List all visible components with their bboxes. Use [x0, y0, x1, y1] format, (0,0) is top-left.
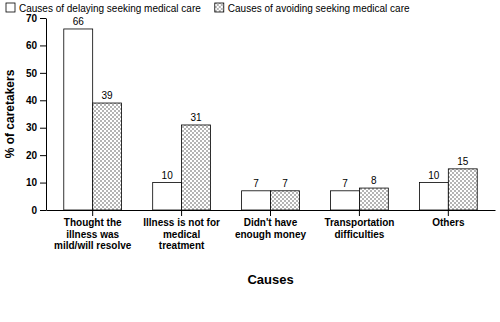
y-tick: 70: [26, 13, 46, 24]
y-tick-mark: [40, 128, 46, 129]
y-axis: 0 10 20 30 40 50 60 70: [26, 13, 47, 216]
x-tick-mark: [181, 210, 182, 216]
tick-label-line: difficulties: [334, 229, 384, 240]
data-label: 39: [102, 90, 114, 101]
bar: [93, 103, 122, 210]
y-tick: 50: [26, 68, 46, 79]
y-tick-label: 0: [31, 205, 37, 216]
tick-label-line: Others: [432, 217, 465, 228]
data-label: 10: [428, 170, 440, 181]
y-tick-label: 70: [26, 13, 38, 24]
tick-label-line: mild/will resolve: [54, 240, 132, 251]
bar: [182, 125, 211, 210]
legend-item: Causes of delaying seeking medical care: [6, 3, 201, 14]
data-label: 10: [162, 170, 174, 181]
y-axis-title: % of caretakers: [3, 69, 17, 158]
tick-label-line: Thought the: [64, 217, 122, 228]
x-tick: Didn't haveenough money: [235, 210, 307, 240]
y-tick-mark: [40, 155, 46, 156]
y-axis-line: [46, 19, 47, 211]
bar: [271, 191, 300, 210]
y-tick: 30: [26, 122, 46, 133]
x-tick-label: Didn't haveenough money: [235, 217, 307, 240]
legend-label: Causes of delaying seeking medical care: [19, 3, 201, 14]
x-tick-label: Others: [432, 217, 465, 228]
bar: [64, 29, 93, 210]
bars: [64, 29, 477, 210]
x-tick: Transportationdifficulties: [324, 210, 394, 240]
y-tick-label: 40: [26, 95, 38, 106]
x-tick-label: Illness is not formedicaltreatment: [143, 217, 220, 251]
x-tick: Others: [432, 210, 465, 228]
tick-label-line: Didn't have: [244, 217, 298, 228]
x-tick-mark: [448, 210, 449, 216]
y-tick-mark: [40, 100, 46, 101]
y-tick-label: 50: [26, 68, 38, 79]
y-tick: 0: [31, 205, 46, 216]
y-tick-mark: [40, 183, 46, 184]
y-tick: 40: [26, 95, 46, 106]
data-label: 31: [190, 112, 202, 123]
data-label: 7: [342, 178, 348, 189]
data-label: 15: [457, 156, 469, 167]
tick-label-line: treatment: [159, 240, 205, 251]
y-tick-mark: [40, 45, 46, 46]
tick-label-line: Illness is not for: [143, 217, 220, 228]
y-tick: 20: [26, 150, 46, 161]
legend-swatch: [215, 3, 224, 12]
x-axis: Thought theillness wasmild/will resolve I…: [47, 210, 496, 251]
y-tick: 10: [26, 177, 46, 188]
legend: Causes of delaying seeking medical care C…: [6, 3, 410, 14]
legend-label: Causes of avoiding seeking medical care: [228, 3, 410, 14]
y-tick-label: 30: [26, 122, 38, 133]
bar: [448, 169, 477, 210]
y-tick-mark: [40, 210, 46, 211]
bar: [359, 188, 388, 210]
x-axis-title: Causes: [247, 272, 293, 287]
tick-label-line: enough money: [235, 229, 307, 240]
y-tick-mark: [40, 18, 46, 19]
legend-item: Causes of avoiding seeking medical care: [215, 3, 410, 14]
y-tick: 60: [26, 40, 46, 51]
tick-label-line: medical: [163, 229, 200, 240]
bar: [331, 191, 360, 210]
x-tick: Illness is not formedicaltreatment: [143, 210, 220, 251]
legend-swatch: [6, 3, 15, 12]
bar: [419, 183, 448, 210]
chart: 66 10 7 7 10 39 31 7 8 15 0 10 20 30 40 50 60 70 Thought t…: [0, 0, 500, 322]
y-tick-label: 20: [26, 150, 38, 161]
y-tick-mark: [40, 73, 46, 74]
x-tick-mark: [92, 210, 93, 216]
y-tick-label: 60: [26, 40, 38, 51]
bar: [153, 183, 182, 210]
data-label: 7: [282, 178, 288, 189]
tick-label-line: Transportation: [324, 217, 394, 228]
data-label: 8: [371, 175, 377, 186]
x-tick-label: Transportationdifficulties: [324, 217, 394, 240]
x-tick: Thought theillness wasmild/will resolve: [54, 210, 132, 251]
y-tick-label: 10: [26, 177, 38, 188]
x-tick-mark: [359, 210, 360, 216]
x-tick-label: Thought theillness wasmild/will resolve: [54, 217, 132, 251]
data-label: 66: [73, 16, 85, 27]
tick-label-line: illness was: [66, 229, 119, 240]
data-label: 7: [253, 178, 259, 189]
data-labels: 66 10 7 7 10 39 31 7 8 15: [73, 16, 469, 189]
x-tick-mark: [270, 210, 271, 216]
bar: [242, 191, 271, 210]
plot: 66 10 7 7 10 39 31 7 8 15 0 10 20 30 40 50 60 70 Thought t…: [26, 13, 496, 251]
